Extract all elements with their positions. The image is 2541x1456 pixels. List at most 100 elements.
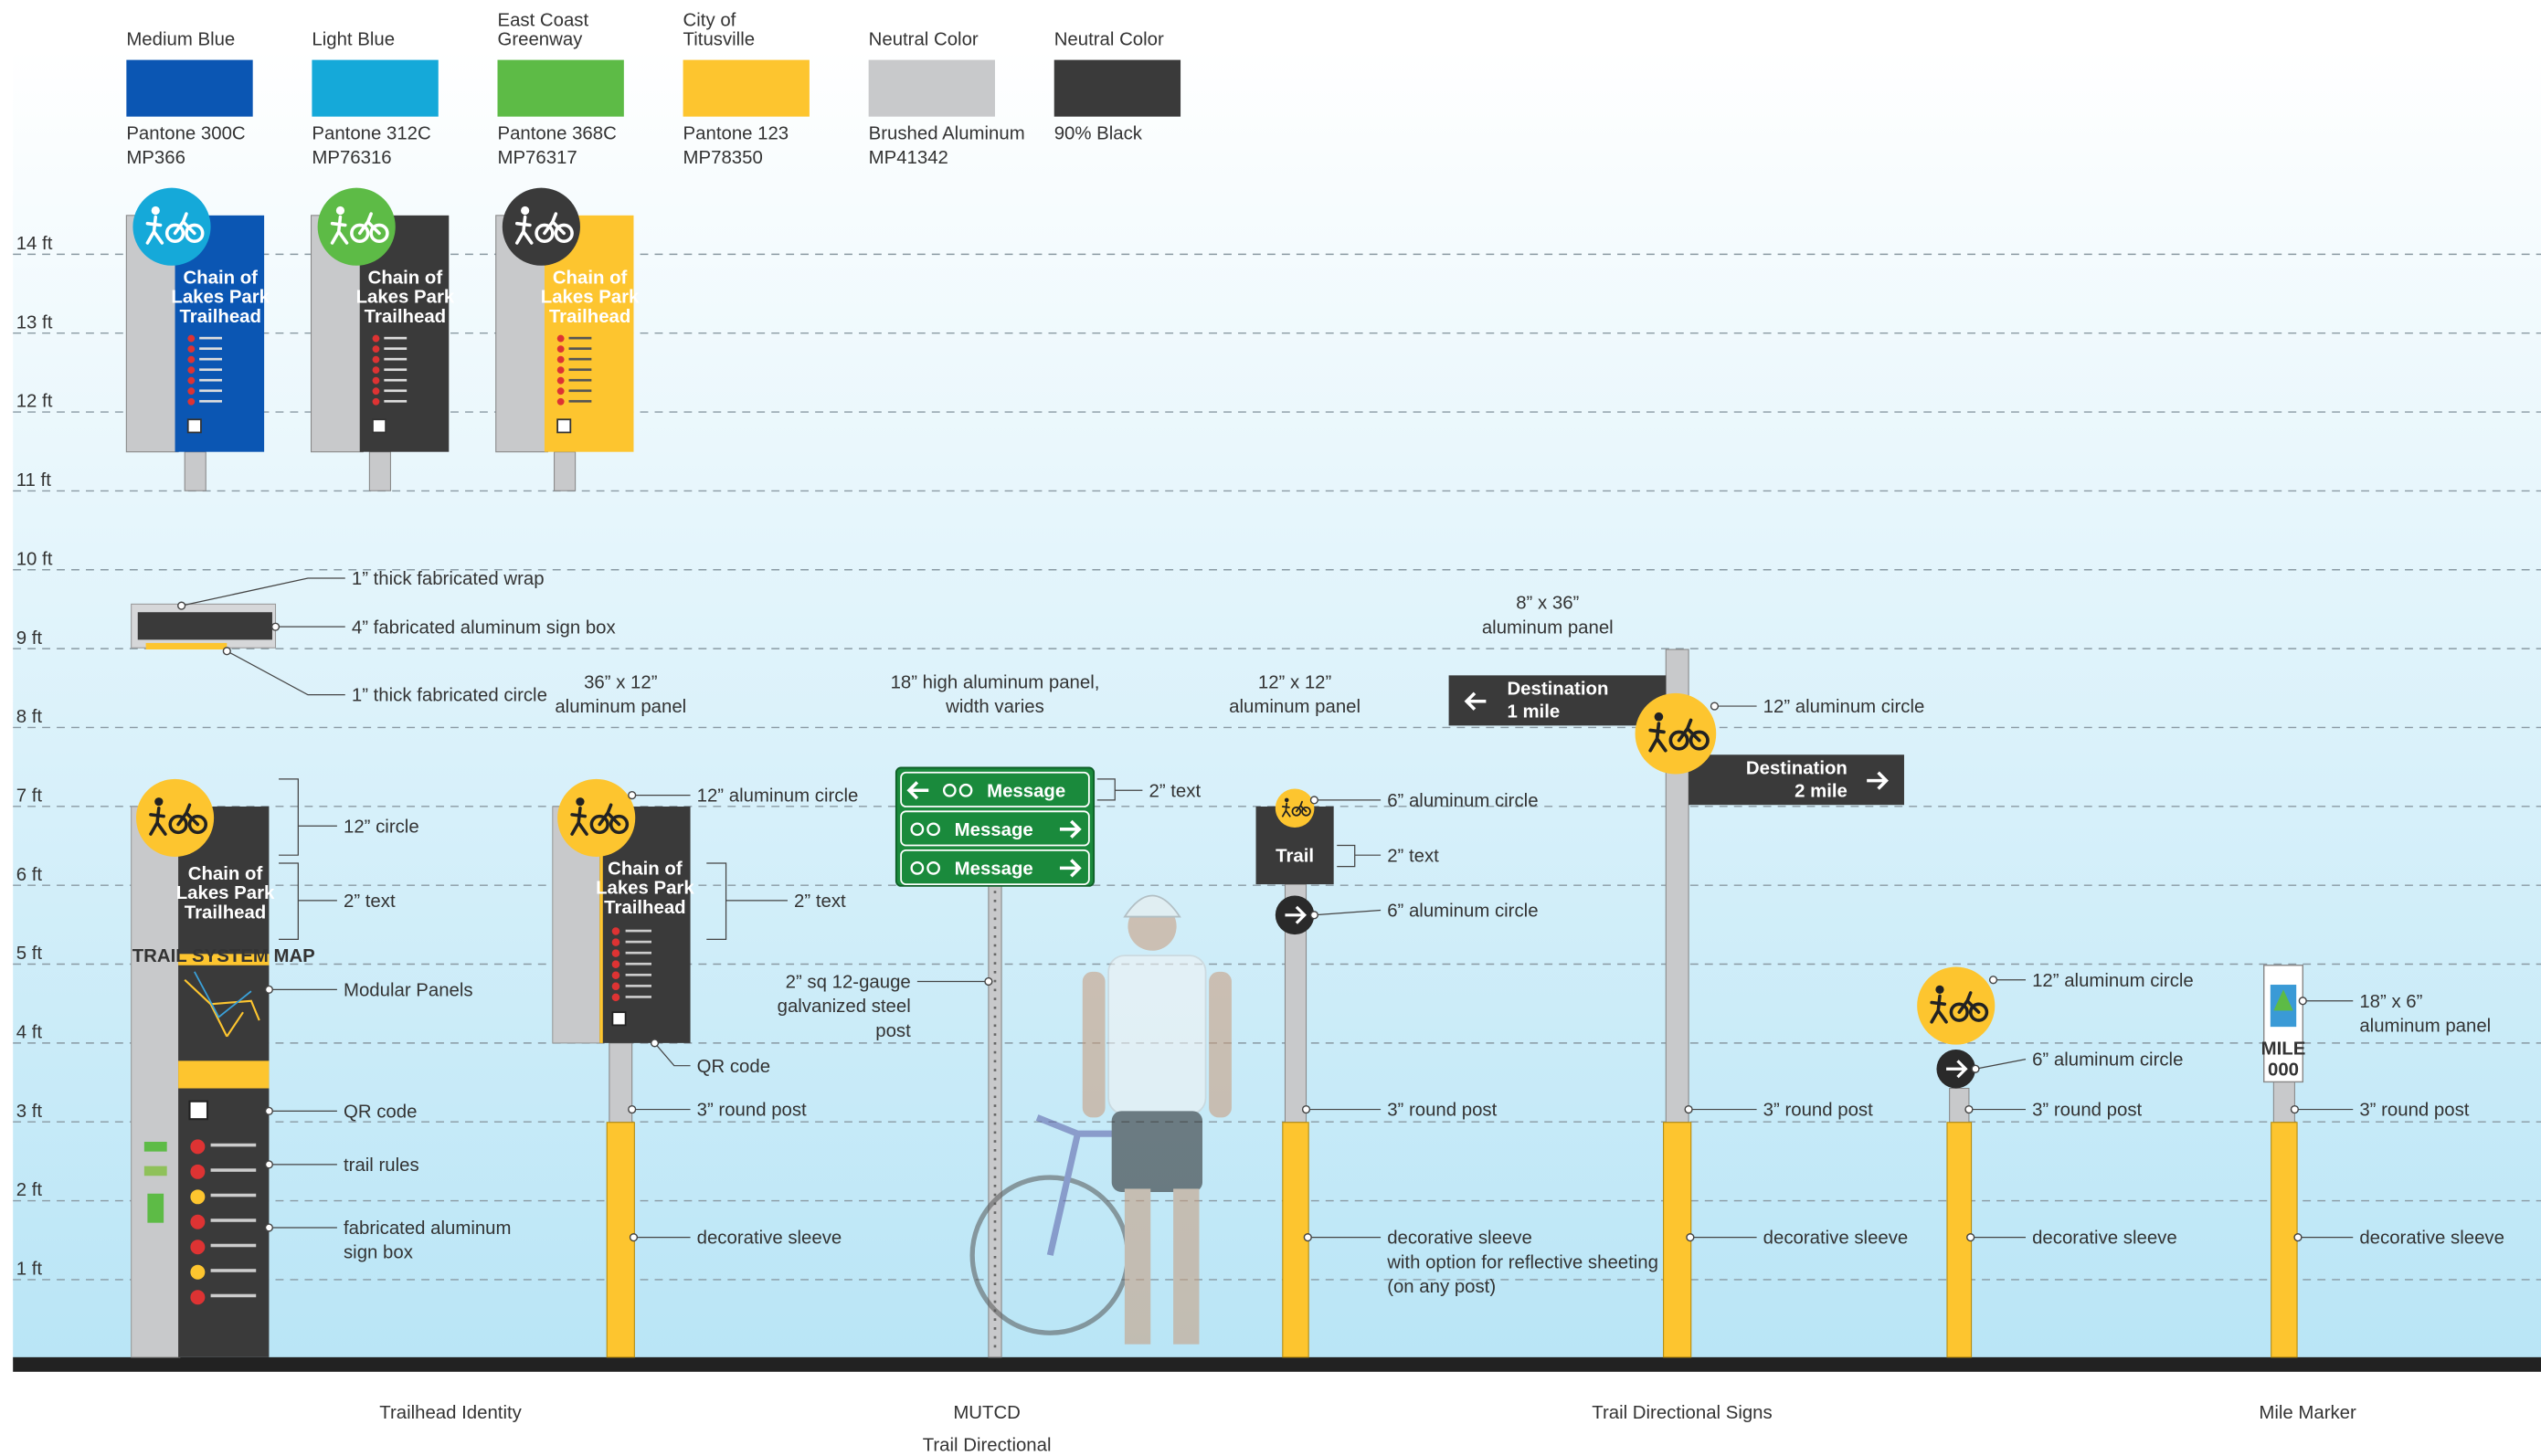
leader-dot — [1972, 1065, 1979, 1072]
section-title: Trailhead Identity — [379, 1403, 522, 1423]
sign-title: Lakes Park — [171, 288, 270, 308]
swatch-name: Greenway — [497, 30, 583, 50]
qr-code — [188, 419, 201, 432]
leader-dot — [1310, 797, 1318, 804]
annotation: width varies — [945, 697, 1044, 717]
sign-edge — [132, 807, 180, 1357]
annotation: QR code — [344, 1102, 417, 1122]
rule-icon — [187, 356, 195, 364]
leader-dot — [1687, 1234, 1694, 1241]
rule-text — [211, 1144, 257, 1147]
sign-title: Trailhead — [365, 307, 446, 327]
annotation: 12” circle — [344, 817, 419, 837]
swatch-spec: MP76317 — [497, 148, 577, 168]
rule-icon — [187, 398, 195, 406]
rule-text — [626, 952, 651, 955]
icon-head — [576, 797, 584, 806]
leader-dot — [630, 1234, 638, 1241]
annotation: aluminum panel — [555, 697, 686, 717]
swatch-spec: 90% Black — [1054, 123, 1143, 143]
ped-bike-icon — [1636, 693, 1717, 775]
rule-icon — [373, 387, 380, 395]
annotation: galvanized steel — [778, 997, 911, 1017]
rule-icon — [190, 1265, 205, 1280]
leader-dot — [2294, 1234, 2302, 1241]
icon-head — [336, 206, 344, 215]
mile-number: 000 — [2268, 1060, 2299, 1080]
annotation: 1” thick fabricated wrap — [352, 569, 545, 589]
steel-post — [989, 886, 1001, 1357]
post — [555, 452, 576, 491]
qr-code — [557, 419, 570, 432]
post — [1950, 1089, 1969, 1123]
rule-icon — [187, 387, 195, 395]
sign-title: Lakes Park — [541, 288, 640, 308]
rule-text — [384, 347, 407, 350]
annotation: (on any post) — [1387, 1277, 1496, 1297]
annotation: 6” aluminum circle — [2032, 1050, 2183, 1071]
rule-text — [384, 358, 407, 361]
rule-icon — [612, 983, 620, 991]
rule-icon — [612, 938, 620, 946]
swatch-spec: Brushed Aluminum — [869, 123, 1025, 143]
sign-box — [138, 612, 272, 639]
sign-title: Chain of — [188, 864, 263, 884]
swatch-name: Light Blue — [312, 30, 395, 50]
height-label: 12 ft — [16, 392, 53, 412]
sign-title: Chain of — [553, 268, 628, 288]
leader-dot — [629, 792, 636, 799]
leader-dot — [1965, 1106, 1973, 1113]
sign-box-circle — [146, 643, 228, 649]
qr-code — [373, 419, 386, 432]
side-logo — [144, 1166, 167, 1176]
annotation: aluminum panel — [2359, 1016, 2491, 1036]
swatch-name: Neutral Color — [869, 30, 979, 50]
rule-text — [569, 347, 592, 350]
annotation: decorative sleeve — [1387, 1229, 1532, 1249]
rule-text — [199, 400, 222, 403]
rule-icon — [557, 398, 565, 406]
annotation: aluminum panel — [1482, 617, 1614, 638]
sign-title: Trailhead — [604, 898, 685, 918]
leader-dot — [178, 602, 185, 609]
map-legend — [178, 1060, 269, 1088]
swatch-spec: MP76316 — [312, 148, 391, 168]
height-label: 4 ft — [16, 1023, 43, 1043]
rule-text — [211, 1294, 257, 1298]
annotation: 2” text — [1149, 781, 1201, 801]
ped-bike-icon — [132, 188, 210, 266]
annotation: QR code — [697, 1057, 770, 1077]
post — [2273, 1081, 2294, 1122]
ped-bike-icon — [318, 188, 396, 266]
swatch — [869, 60, 995, 117]
swatch-spec: MP78350 — [683, 148, 763, 168]
height-label: 8 ft — [16, 707, 43, 727]
rule-text — [211, 1244, 257, 1248]
mutcd-text: Message — [955, 820, 1033, 840]
leader-dot — [272, 623, 280, 630]
annotation: 12” aluminum circle — [697, 786, 859, 807]
annotation: decorative sleeve — [2032, 1229, 2177, 1249]
icon-head — [1935, 986, 1943, 994]
sign-title: Chain of — [608, 859, 683, 879]
section-title: Mile Marker — [2259, 1403, 2356, 1423]
section-title: MUTCD — [953, 1403, 1021, 1423]
leader-dot — [266, 1224, 273, 1231]
swatch-name: Neutral Color — [1054, 30, 1164, 50]
annotation: decorative sleeve — [1763, 1229, 1909, 1249]
height-label: 3 ft — [16, 1102, 43, 1122]
annotation: 6” aluminum circle — [1387, 902, 1538, 922]
rule-text — [626, 941, 651, 944]
leg — [1173, 1188, 1199, 1344]
leader-dot — [266, 1161, 273, 1168]
annotation: 2” sq 12-gauge — [786, 973, 911, 993]
trail-text: Trail — [1276, 846, 1314, 866]
leader-dot — [985, 978, 992, 986]
annotation: 1” thick fabricated circle — [352, 686, 547, 706]
rule-text — [626, 963, 651, 965]
annotation: sign box — [344, 1243, 413, 1263]
swatch — [497, 60, 623, 117]
rule-icon — [187, 377, 195, 385]
rule-text — [569, 337, 592, 340]
annotation: with option for reflective sheeting — [1386, 1252, 1658, 1272]
